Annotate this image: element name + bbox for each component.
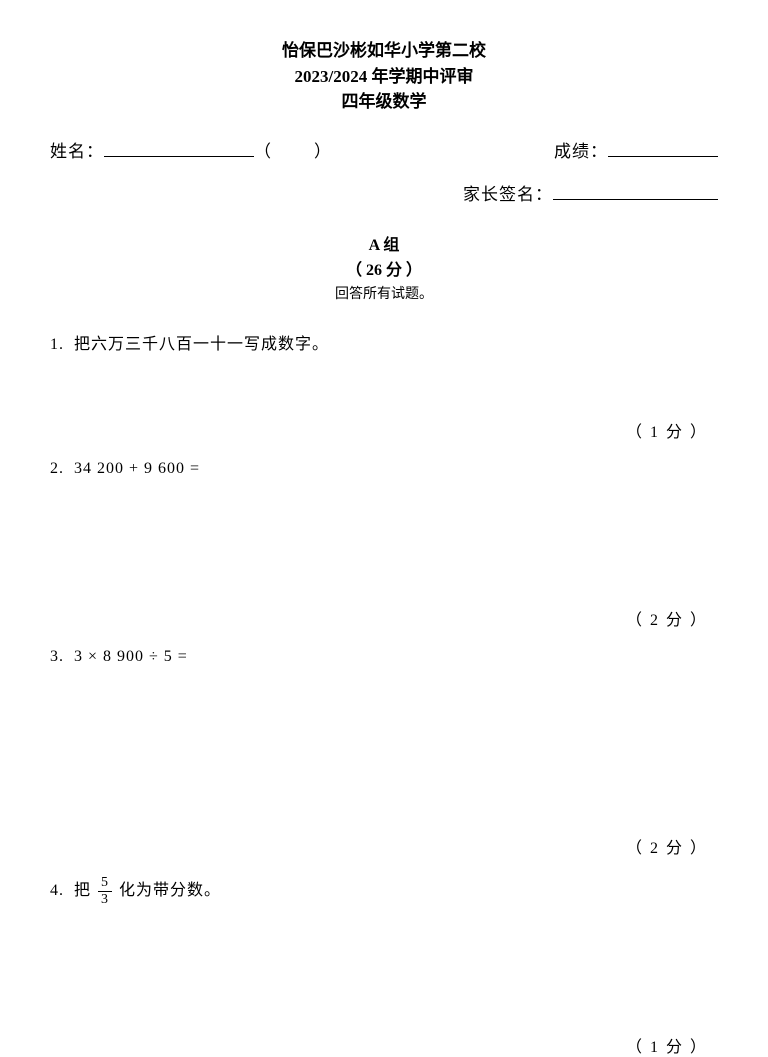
q4-workspace <box>50 915 718 1033</box>
q4-fraction: 5 3 <box>98 876 112 907</box>
question-4: 4. 把 5 3 化为带分数。 <box>50 876 718 907</box>
question-2: 2. 34 200 + 9 600 = <box>50 460 718 478</box>
q2-score: （ 2 分 ） <box>50 606 718 630</box>
paren-close: ） <box>314 142 332 161</box>
q1-score: （ 1 分 ） <box>50 418 718 442</box>
section-points: （ 26 分 ） <box>50 258 718 284</box>
q3-text: 3 × 8 900 ÷ 5 = <box>74 648 188 665</box>
name-blank <box>104 143 254 157</box>
score-label: 成绩： <box>554 142 608 161</box>
q4-frac-num: 5 <box>98 876 112 892</box>
q2-number: 2. <box>50 460 64 477</box>
paren-open: （ <box>254 142 272 161</box>
signature-blank <box>553 186 718 200</box>
q4-score: （ 1 分 ） <box>50 1033 718 1057</box>
score-field: 成绩： <box>554 137 718 162</box>
q4-prefix: 把 <box>74 882 91 899</box>
q4-frac-den: 3 <box>98 892 112 907</box>
q1-number: 1. <box>50 336 64 353</box>
question-1: 1. 把六万三千八百一十一写成数字。 <box>50 330 718 354</box>
term-line: 2023/2024 年学期中评审 <box>50 64 718 90</box>
school-name: 怡保巴沙彬如华小学第二校 <box>50 38 718 64</box>
question-3: 3. 3 × 8 900 ÷ 5 = <box>50 648 718 666</box>
grade-line: 四年级数学 <box>50 89 718 115</box>
q1-text: 把六万三千八百一十一写成数字。 <box>74 336 329 353</box>
q2-text: 34 200 + 9 600 = <box>74 460 200 477</box>
q3-workspace <box>50 674 718 834</box>
info-row: 姓名： （ ） 成绩： <box>50 137 718 162</box>
q2-workspace <box>50 486 718 606</box>
section-instruction: 回答所有试题。 <box>50 284 718 306</box>
q3-number: 3. <box>50 648 64 665</box>
q4-number: 4. <box>50 882 64 899</box>
exam-header: 怡保巴沙彬如华小学第二校 2023/2024 年学期中评审 四年级数学 <box>50 38 718 115</box>
q3-score: （ 2 分 ） <box>50 834 718 858</box>
section-header: A 组 （ 26 分 ） 回答所有试题。 <box>50 233 718 307</box>
section-group: A 组 <box>50 233 718 259</box>
signature-label: 家长签名： <box>463 185 553 204</box>
score-blank <box>608 143 718 157</box>
q4-suffix: 化为带分数。 <box>119 882 221 899</box>
name-field: 姓名： （ ） <box>50 137 332 162</box>
signature-row: 家长签名： <box>50 180 718 205</box>
name-label: 姓名： <box>50 142 104 161</box>
q1-workspace <box>50 362 718 418</box>
